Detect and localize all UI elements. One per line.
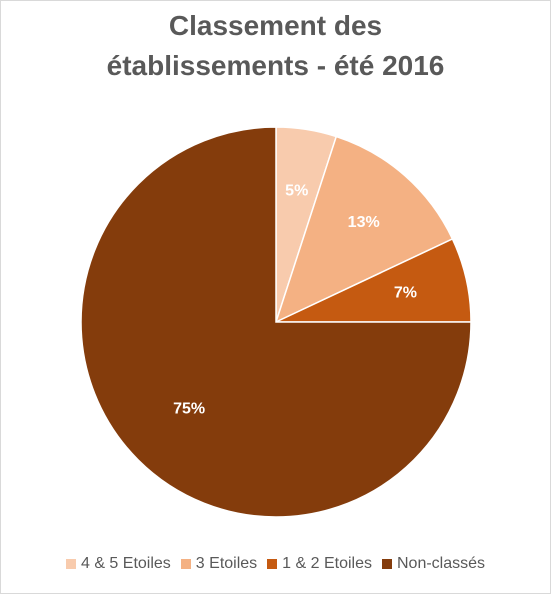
legend-item-1-and-2-etoiles: 1 & 2 Etoiles xyxy=(267,555,372,573)
legend-item-3-etoiles: 3 Etoiles xyxy=(180,555,258,573)
pie-slice-3-etoiles xyxy=(274,135,454,324)
chart-title-line-2: établissements - été 2016 xyxy=(106,50,445,81)
legend-label-3-etoiles: 3 Etoiles xyxy=(195,555,258,572)
legend-label-1-and-2-etoiles: 1 & 2 Etoiles xyxy=(282,555,372,572)
legend-item-non-class-s: Non-classés xyxy=(382,555,485,573)
chart-title-line-1: Classement des xyxy=(168,10,383,41)
legend-swatch-3-etoiles xyxy=(180,559,191,569)
legend-label-4-and-5-etoiles: 4 & 5 Etoiles xyxy=(80,555,171,572)
legend-item-4-and-5-etoiles: 4 & 5 Etoiles xyxy=(65,555,171,573)
chart-legend: 4 & 5 Etoiles 3 Etoiles 1 & 2 Etoiles Non-c… xyxy=(0,552,551,576)
legend-swatch-non-class-s xyxy=(382,559,392,569)
chart-title: Classement des établissements - été 2016 xyxy=(0,6,551,86)
legend-label-non-class-s: Non-classés xyxy=(397,555,486,572)
legend-swatch-1-and-2-etoiles xyxy=(267,559,278,569)
data-label-1-and-2-etoiles: 7% xyxy=(394,285,417,302)
data-label-4-and-5-etoiles: 5% xyxy=(285,183,308,200)
data-label-non-class-s: 75% xyxy=(173,400,205,417)
pie-slice-non-class-s xyxy=(80,126,472,518)
data-label-3-etoiles: 13% xyxy=(348,214,380,231)
legend-swatch-4-and-5-etoiles xyxy=(65,559,76,569)
